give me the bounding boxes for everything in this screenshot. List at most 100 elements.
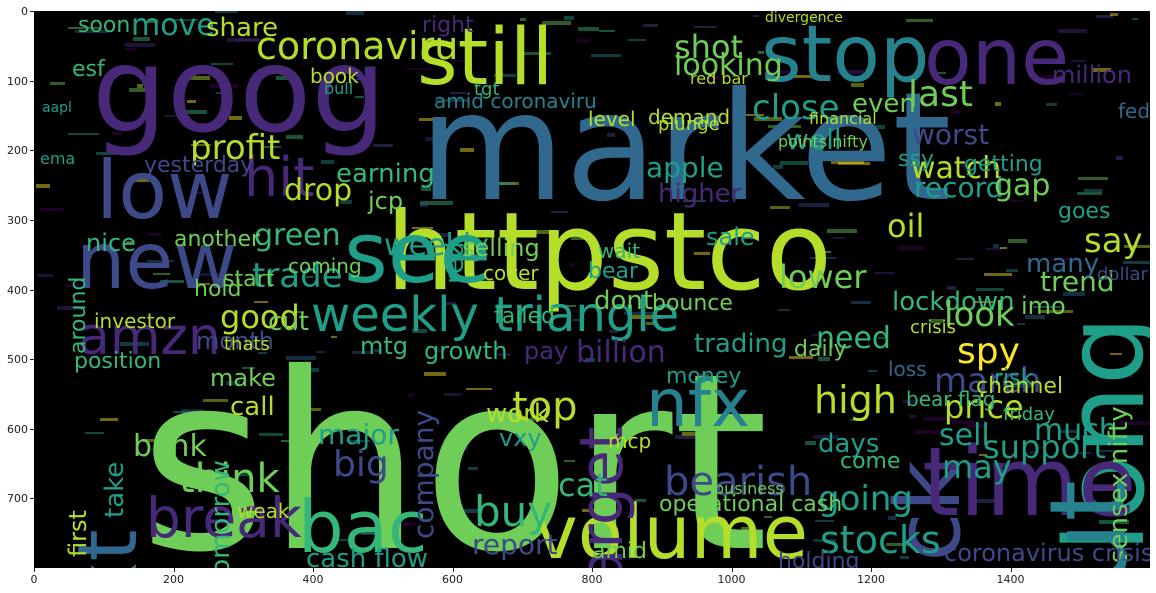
cloud-filler	[362, 532, 384, 534]
x-tick-label: 0	[30, 573, 38, 586]
cloud-filler	[435, 99, 468, 102]
cloud-word: low	[96, 144, 233, 237]
cloud-filler	[1099, 520, 1129, 524]
cloud-filler	[692, 283, 701, 286]
cloud-filler	[770, 206, 790, 209]
cloud-filler	[1063, 292, 1085, 296]
cloud-word: thats	[224, 334, 270, 355]
cloud-filler	[187, 424, 202, 426]
cloud-word: top	[512, 384, 578, 430]
cloud-filler	[281, 440, 306, 442]
cloud-filler	[292, 380, 302, 383]
cloud-filler	[96, 152, 115, 155]
cloud-filler	[1013, 380, 1029, 384]
cloud-filler	[753, 15, 759, 17]
cloud-filler	[1041, 75, 1066, 79]
cloud-word: red	[440, 241, 470, 284]
cloud-filler	[818, 357, 830, 361]
cloud-filler	[264, 146, 281, 148]
cloud-filler	[976, 288, 1004, 291]
cloud-word: think	[179, 456, 280, 502]
cloud-filler	[321, 160, 334, 164]
cloud-filler	[433, 349, 441, 352]
cloud-filler	[898, 246, 923, 250]
cloud-word: month	[196, 327, 274, 355]
cloud-filler	[1096, 15, 1113, 18]
cloud-filler	[316, 351, 325, 353]
cloud-word: mtg	[360, 332, 409, 360]
cloud-filler	[951, 110, 961, 114]
cloud-word: growth	[424, 337, 508, 365]
cloud-filler	[833, 237, 845, 239]
cloud-filler	[577, 39, 590, 42]
cloud-word: sale	[706, 223, 755, 251]
cloud-word: take	[100, 461, 130, 519]
cloud-word: cover	[483, 261, 539, 285]
cloud-word: start	[223, 267, 275, 292]
cloud-word: channel	[976, 374, 1064, 399]
cloud-word: hold	[194, 277, 242, 302]
cloud-word: soon	[78, 13, 131, 38]
cloud-word: goes	[1058, 199, 1111, 224]
cloud-word: tomorrow	[206, 460, 236, 568]
cloud-word: points nifty	[778, 132, 868, 151]
cloud-filler	[1092, 68, 1111, 72]
cloud-filler	[1004, 408, 1011, 411]
cloud-word: esf	[72, 57, 105, 82]
cloud-word: close	[752, 88, 840, 128]
cloud-word: amid coronaviru	[434, 89, 597, 113]
x-tick-label: 1200	[857, 573, 885, 586]
cloud-word: aapl	[42, 100, 72, 116]
cloud-word: lockdown	[892, 287, 1015, 317]
cloud-filler	[408, 393, 414, 397]
cloud-filler	[609, 330, 618, 333]
cloud-filler	[764, 70, 797, 74]
cloud-filler	[1069, 93, 1083, 95]
cloud-filler	[170, 19, 198, 21]
cloud-filler	[1071, 60, 1086, 62]
cloud-word: ssy	[898, 147, 934, 172]
cloud-word: short	[139, 321, 769, 568]
cloud-filler	[768, 125, 801, 128]
cloud-filler	[930, 319, 944, 323]
cloud-filler	[333, 539, 351, 541]
cloud-filler	[191, 144, 211, 146]
cloud-filler	[582, 509, 606, 512]
cloud-filler	[837, 70, 864, 74]
cloud-filler	[624, 312, 654, 315]
cloud-filler	[732, 114, 764, 116]
x-tick-mark	[452, 568, 454, 572]
cloud-filler	[520, 18, 526, 21]
cloud-word: red bar	[690, 69, 748, 88]
cloud-filler	[450, 92, 466, 94]
cloud-word: say	[1084, 221, 1143, 261]
cloud-filler	[1061, 430, 1078, 433]
y-tick-label: 0	[21, 5, 28, 18]
cloud-filler	[307, 368, 319, 372]
cloud-filler	[1051, 258, 1081, 261]
cloud-word: operational cash	[659, 492, 843, 517]
cloud-filler	[1120, 421, 1150, 425]
cloud-filler	[126, 241, 132, 244]
cloud-filler	[181, 76, 210, 80]
cloud-word: going	[818, 479, 913, 519]
cloud-filler	[909, 415, 916, 418]
cloud-word: money	[666, 364, 742, 389]
x-tick-mark	[34, 568, 35, 572]
cloud-word: look	[944, 295, 1015, 335]
cloud-filler	[851, 83, 864, 87]
cloud-filler	[888, 516, 896, 520]
cloud-filler	[614, 242, 623, 246]
y-tick-label: 100	[7, 74, 28, 88]
cloud-word: plunge	[658, 114, 720, 135]
cloud-word: worst	[912, 118, 990, 151]
cloud-word: report	[472, 528, 558, 561]
cloud-filler	[1124, 245, 1150, 248]
cloud-filler	[692, 69, 699, 73]
cloud-filler	[1011, 200, 1023, 202]
cloud-filler	[585, 358, 595, 362]
cloud-filler	[1025, 315, 1045, 319]
cloud-filler	[679, 374, 698, 376]
cloud-word: oil	[887, 207, 925, 245]
cloud-filler	[1046, 103, 1057, 106]
